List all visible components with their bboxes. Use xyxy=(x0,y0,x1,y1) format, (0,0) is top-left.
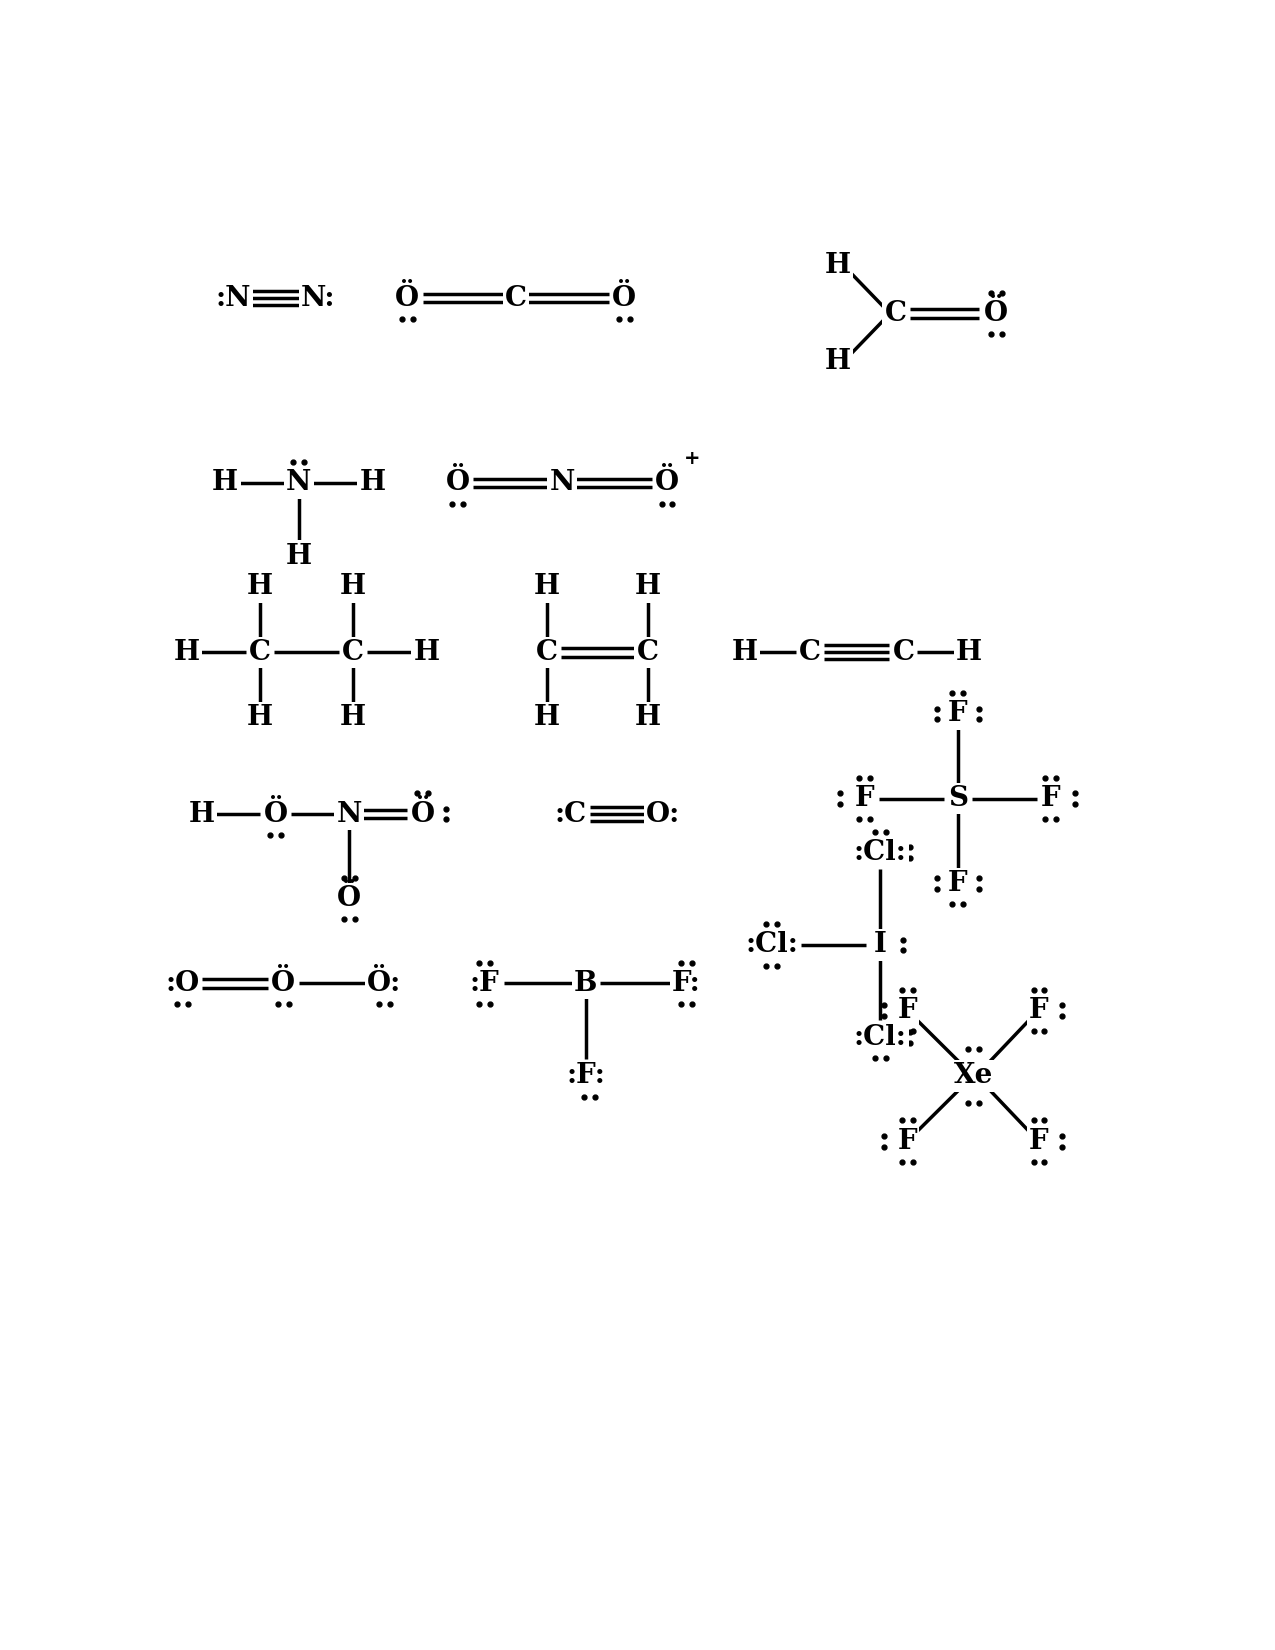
Text: Ö: Ö xyxy=(264,800,288,828)
Text: :Cl:: :Cl: xyxy=(854,1023,907,1051)
Text: H: H xyxy=(173,639,200,667)
Text: I: I xyxy=(873,931,886,959)
Text: H: H xyxy=(635,705,660,731)
Text: C: C xyxy=(636,639,659,667)
Text: F: F xyxy=(947,870,968,898)
Text: H: H xyxy=(189,800,215,828)
Text: F: F xyxy=(1029,997,1049,1025)
Text: C: C xyxy=(342,639,365,667)
Text: F: F xyxy=(1029,1127,1049,1155)
Text: H: H xyxy=(340,573,366,601)
Text: +: + xyxy=(683,449,700,467)
Text: Ö: Ö xyxy=(272,970,296,997)
Text: O:: O: xyxy=(646,800,681,828)
Text: C: C xyxy=(892,639,914,667)
Text: H: H xyxy=(534,705,560,731)
Text: H: H xyxy=(247,573,273,601)
Text: F: F xyxy=(947,700,968,728)
Text: H: H xyxy=(247,705,273,731)
Text: :C: :C xyxy=(555,800,586,828)
Text: H: H xyxy=(286,543,312,569)
Text: H: H xyxy=(956,639,982,667)
Text: Ö: Ö xyxy=(411,800,435,828)
Text: F: F xyxy=(898,1127,917,1155)
Text: H: H xyxy=(212,469,238,497)
Text: :F:: :F: xyxy=(566,1063,606,1089)
Text: H: H xyxy=(732,639,757,667)
Text: C: C xyxy=(799,639,821,667)
Text: S: S xyxy=(947,785,968,812)
Text: :N: :N xyxy=(215,284,251,312)
Text: N: N xyxy=(550,469,575,497)
Text: :Cl:: :Cl: xyxy=(854,838,907,866)
Text: Ö: Ö xyxy=(655,469,680,497)
Text: Ö: Ö xyxy=(446,469,469,497)
Text: Ö: Ö xyxy=(612,284,636,312)
Text: Ö:: Ö: xyxy=(367,970,402,997)
Text: :O: :O xyxy=(166,970,200,997)
Text: C: C xyxy=(536,639,558,667)
Text: F: F xyxy=(1040,785,1061,812)
Text: Ö: Ö xyxy=(337,884,361,912)
Text: F: F xyxy=(898,997,917,1025)
Text: H: H xyxy=(360,469,385,497)
Text: H: H xyxy=(825,252,850,279)
Text: Xe: Xe xyxy=(954,1063,993,1089)
Text: C: C xyxy=(885,300,907,327)
Text: H: H xyxy=(413,639,440,667)
Text: C: C xyxy=(505,284,527,312)
Text: B: B xyxy=(574,970,597,997)
Text: N: N xyxy=(286,469,311,497)
Text: :Cl:: :Cl: xyxy=(745,931,798,959)
Text: N:: N: xyxy=(301,284,335,312)
Text: Ö: Ö xyxy=(395,284,419,312)
Text: H: H xyxy=(825,348,850,375)
Text: F: F xyxy=(854,785,875,812)
Text: H: H xyxy=(340,705,366,731)
Text: Ö: Ö xyxy=(984,300,1009,327)
Text: N: N xyxy=(337,800,362,828)
Text: C: C xyxy=(249,639,272,667)
Text: H: H xyxy=(635,573,660,601)
Text: H: H xyxy=(534,573,560,601)
Text: :F: :F xyxy=(470,970,500,997)
Text: F:: F: xyxy=(672,970,701,997)
